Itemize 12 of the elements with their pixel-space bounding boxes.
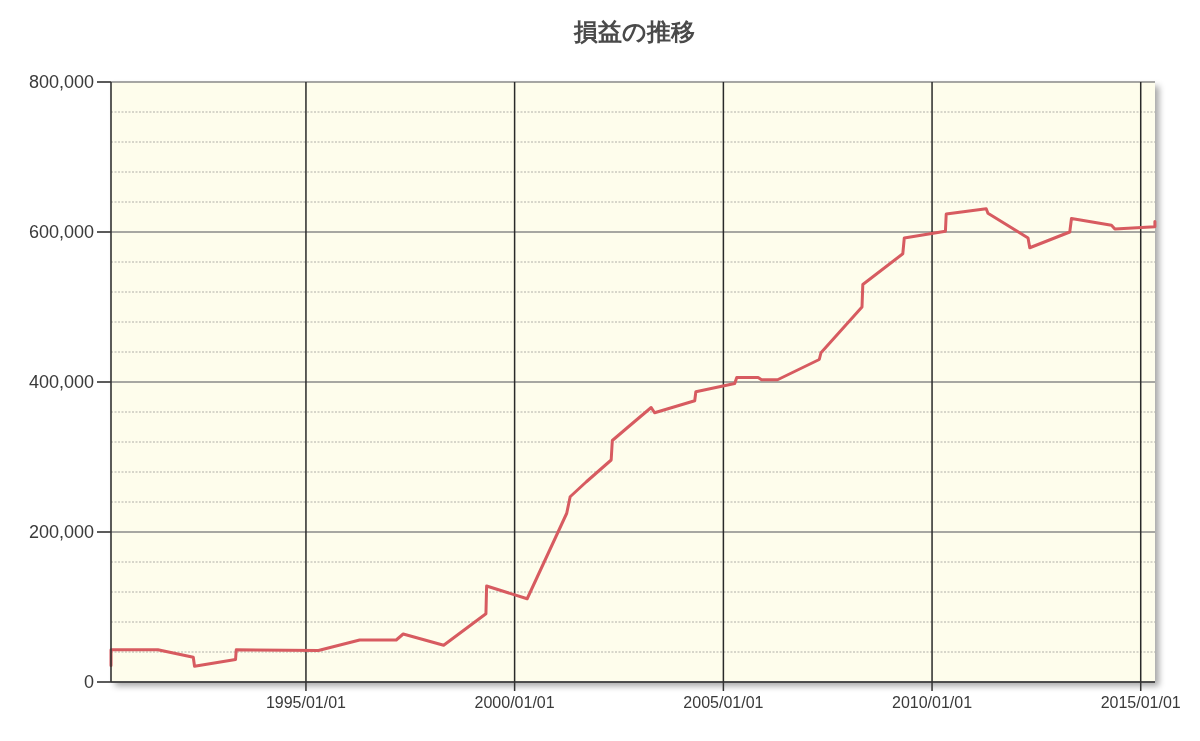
y-tick-label: 600,000 [28, 222, 94, 242]
line-series [109, 207, 1157, 668]
x-tick-label: 2010/01/01 [892, 694, 973, 711]
x-tick-label: 2015/01/01 [1100, 694, 1181, 711]
y-tick-label: 400,000 [28, 372, 94, 392]
x-tick-label: 2000/01/01 [474, 694, 555, 711]
y-tick-label: 0 [83, 672, 94, 692]
y-tick-label: 800,000 [28, 72, 94, 92]
x-tick-label: 2005/01/01 [683, 694, 764, 711]
y-tick-label: 200,000 [28, 522, 94, 542]
chart-title: 損益の推移 [572, 18, 695, 45]
x-tick-label: 1995/01/01 [265, 694, 347, 711]
